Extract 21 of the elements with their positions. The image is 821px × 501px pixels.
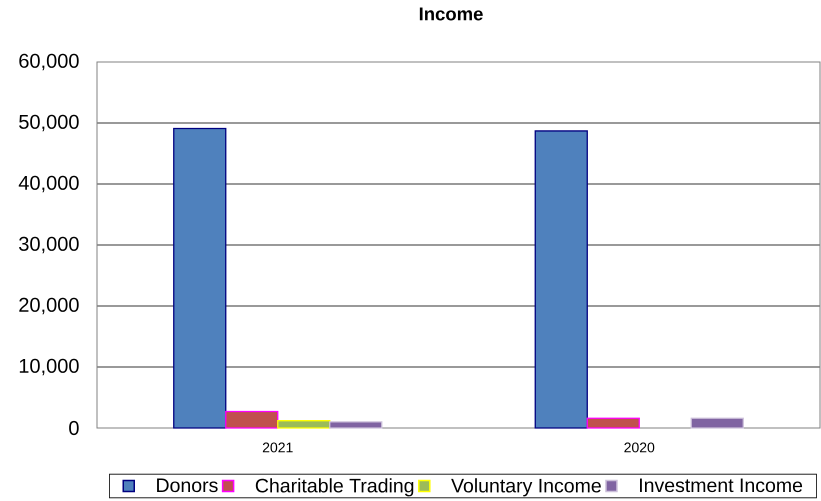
y-tick-label: 30,000 xyxy=(19,236,79,254)
y-tick-label: 50,000 xyxy=(19,114,79,132)
x-tick-label: 2020 xyxy=(624,442,654,452)
legend-label: Donors xyxy=(157,478,218,492)
legend-label: Investment Income xyxy=(640,478,802,492)
bar xyxy=(277,420,330,429)
y-tick-label: 0 xyxy=(69,420,79,436)
y-tick-label: 20,000 xyxy=(19,298,79,314)
y-tick-label: 60,000 xyxy=(19,54,79,70)
legend-label: Charitable Trading xyxy=(256,478,414,496)
bar xyxy=(173,128,226,429)
legend-label: Voluntary Income xyxy=(451,478,601,496)
x-tick-label: 2021 xyxy=(262,442,293,452)
bar xyxy=(690,418,744,429)
y-tick-label: 10,000 xyxy=(20,358,79,376)
bar xyxy=(329,421,382,429)
chart-title: Income xyxy=(420,8,483,20)
bar xyxy=(225,410,278,429)
y-tick-label: 40,000 xyxy=(18,176,79,192)
bar xyxy=(534,130,588,429)
bar xyxy=(586,418,640,429)
